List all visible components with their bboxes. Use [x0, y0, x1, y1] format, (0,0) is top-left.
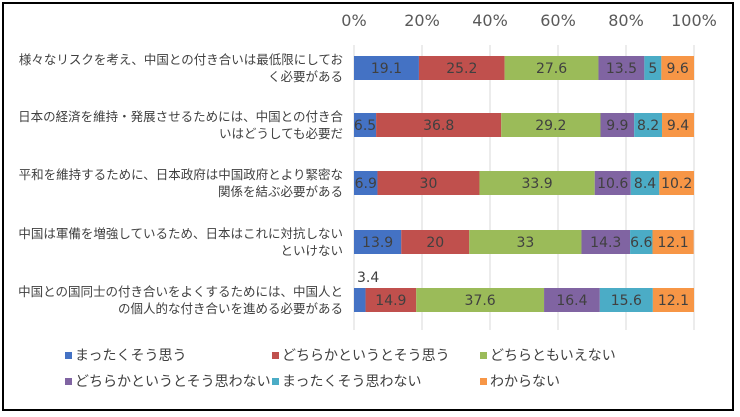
data-label: 13.9 [362, 235, 393, 251]
bar-segment [630, 230, 653, 254]
legend-swatch [480, 352, 487, 359]
category-label: 平和を維持するために、日本政府は中国政府とより緊密な関係を結ぶ必要がある [19, 167, 343, 199]
bar-segment [581, 230, 631, 254]
x-tick-label: 20% [404, 11, 440, 30]
data-label: 13.5 [606, 61, 637, 77]
x-tick-label: 0% [341, 11, 366, 30]
data-label: 14.3 [590, 235, 621, 251]
bar-segment [644, 56, 662, 80]
category-label-line: 平和を維持するために、日本政府は中国政府とより緊密な [19, 167, 343, 182]
category-label-line: 中国は軍備を増強しているため、日本はこれに対抗しない [18, 226, 343, 241]
bar-segment [354, 56, 419, 80]
data-label: 15.6 [611, 293, 642, 309]
data-label: 10.6 [597, 176, 628, 192]
data-label: 27.6 [536, 61, 567, 77]
x-tick-label: 80% [608, 11, 644, 30]
x-tick-label: 40% [472, 11, 508, 30]
data-label: 14.9 [375, 293, 406, 309]
bars: 19.1 25.2 27.6 13.5 5 9.6 6.5 36.8 29.2 9.9 8.2 9.4… [354, 56, 694, 312]
bar-segment [598, 56, 645, 80]
x-axis-ticks: 0% 20% 40% 60% 80% 100% [341, 11, 717, 30]
data-label: 12.1 [658, 293, 689, 309]
bar-segment [661, 56, 694, 80]
bar-segment [544, 288, 600, 312]
data-label: 3.4 [357, 270, 379, 286]
data-label: 19.1 [371, 61, 402, 77]
bar-segment [354, 171, 378, 195]
category-label: 様々なリスクを考え、中国との付き合いは最低限にしておく必要がある [19, 52, 343, 84]
data-label: 8.2 [637, 118, 659, 134]
data-label: 9.6 [667, 61, 689, 77]
bar-segment [354, 113, 377, 137]
legend-label: まったくそう思わない [282, 374, 421, 390]
category-labels: 様々なリスクを考え、中国との付き合いは最低限にしておく必要がある日本の経済を維持… [18, 52, 343, 316]
legend-swatch [272, 352, 279, 359]
bar-segment [659, 171, 694, 195]
data-label: 10.2 [661, 176, 692, 192]
data-label: 25.2 [446, 61, 477, 77]
category-label-line: 中国との国同士の付き合いをよくするためには、中国人と [18, 284, 343, 299]
bar-segment [630, 171, 660, 195]
data-label: 30 [420, 176, 438, 192]
category-label: 中国との国同士の付き合いをよくするためには、中国人との個人的な付き合いを進める必… [18, 284, 343, 316]
legend-label: どちらともいえない [490, 348, 616, 364]
bar-segment [418, 56, 505, 80]
bar-segment [600, 113, 635, 137]
legend-label: どちらかというとそう思う [282, 348, 450, 364]
x-tick-label: 60% [540, 11, 576, 30]
bar-segment [376, 113, 502, 137]
category-label-line: 様々なリスクを考え、中国との付き合いは最低限にしてお [19, 52, 343, 67]
legend: まったくそう思う どちらかというとそう思う どちらともいえないどちらかというとそう思… [65, 348, 616, 390]
bar-segment [479, 171, 595, 195]
bar-segment [401, 230, 470, 254]
category-label: 中国は軍備を増強しているため、日本はこれに対抗しないといけない [18, 226, 343, 258]
data-label: 8.4 [634, 176, 656, 192]
data-label: 37.6 [465, 293, 496, 309]
bar-segment [354, 288, 366, 312]
legend-swatch [65, 378, 72, 385]
data-label: 33 [516, 235, 534, 251]
data-label: 20 [426, 235, 444, 251]
category-label-line: といけない [280, 243, 343, 258]
bar-segment [652, 288, 694, 312]
bar-segment [354, 230, 402, 254]
bar-segment [501, 113, 601, 137]
data-label: 6.5 [354, 118, 376, 134]
legend-swatch [272, 378, 279, 385]
legend-label: まったくそう思う [75, 348, 186, 364]
bar-segment [416, 288, 545, 312]
legend-swatch [480, 378, 487, 385]
category-label-line: 日本の経済を維持・発展させるためには、中国との付き合 [18, 109, 343, 124]
bar-segment [377, 171, 480, 195]
category-label-line: く必要がある [268, 69, 343, 84]
category-label-line: 関係を結ぶ必要がある [218, 184, 343, 199]
bar-segment [599, 288, 653, 312]
legend-label: わからない [490, 374, 560, 390]
data-label: 12.1 [658, 235, 689, 251]
bar-segment [365, 288, 417, 312]
bar-segment [469, 230, 582, 254]
data-label: 16.4 [556, 293, 587, 309]
bar-segment [594, 171, 631, 195]
data-label: 36.8 [423, 118, 454, 134]
legend-label: どちらかというとそう思わない [75, 374, 271, 390]
bar-segment [662, 113, 694, 137]
data-label: 6.9 [355, 176, 377, 192]
bar-segment [652, 230, 694, 254]
data-label: 29.2 [535, 118, 566, 134]
data-label: 9.9 [606, 118, 628, 134]
legend-swatch [65, 352, 72, 359]
category-label: 日本の経済を維持・発展させるためには、中国との付き合いはどうしても必要だ [18, 109, 343, 141]
data-label: 33.9 [522, 176, 553, 192]
x-tick-label: 100% [671, 11, 717, 30]
data-label: 6.6 [630, 235, 652, 251]
data-label: 5 [648, 61, 657, 77]
bar-segment [634, 113, 663, 137]
category-label-line: の個人的な付き合いを進める必要がある [118, 301, 343, 316]
data-label: 9.4 [667, 118, 689, 134]
bar-segment [504, 56, 599, 80]
category-label-line: いはどうしても必要だ [219, 126, 343, 141]
